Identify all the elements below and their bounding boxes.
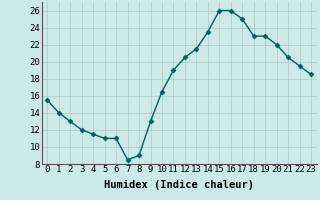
X-axis label: Humidex (Indice chaleur): Humidex (Indice chaleur)	[104, 180, 254, 190]
